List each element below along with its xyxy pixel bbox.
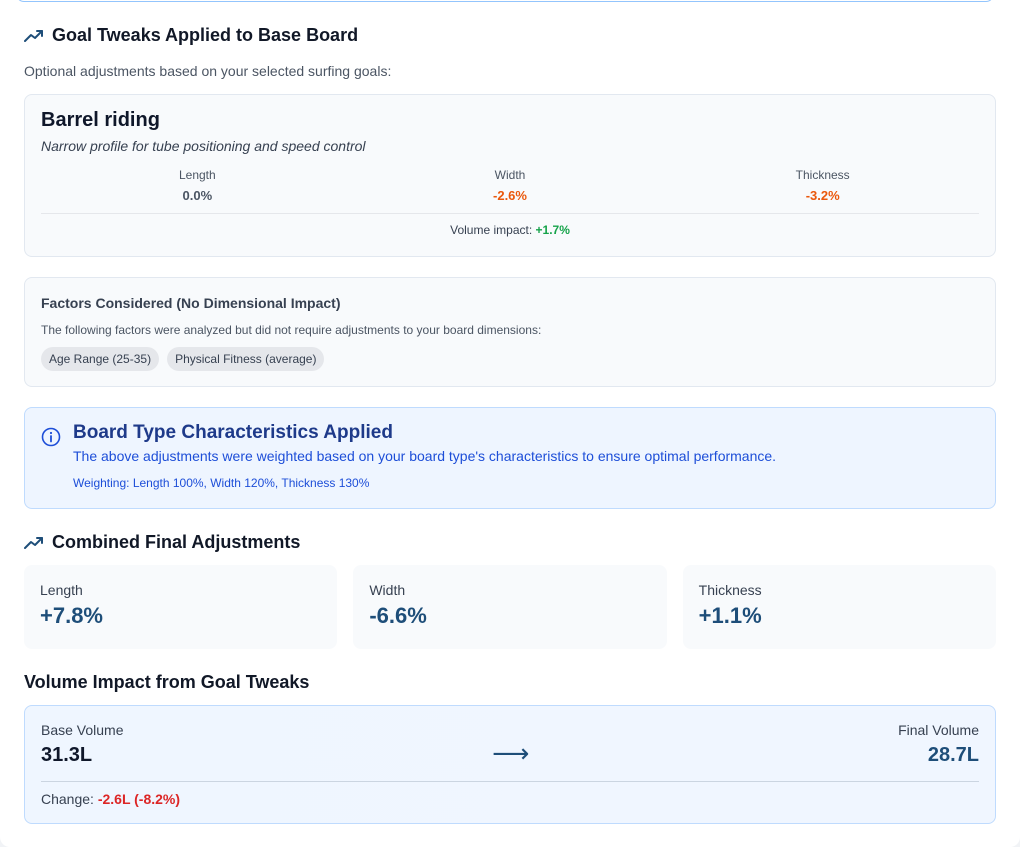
metric-value: -2.6% (493, 188, 527, 203)
factor-chip-age: Age Range (25-35) (41, 347, 160, 371)
metric-label: Width (494, 168, 526, 182)
divider (41, 781, 979, 782)
volume-impact-label: Volume impact: (450, 223, 533, 237)
adjustment-value: -6.6% (369, 603, 427, 628)
goal-metrics: Length 0.0% Width -2.6% Thickness -3.2% (41, 168, 979, 203)
metric-width: Width -2.6% (354, 168, 667, 203)
final-volume-label: Final Volume (898, 722, 979, 738)
final-volume: Final Volume 28.7L (898, 722, 979, 767)
arrow-right-icon: ⟶ (492, 738, 530, 768)
goal-tweaks-title-text: Goal Tweaks Applied to Base Board (52, 25, 359, 45)
volume-impact-title: Volume Impact from Goal Tweaks (24, 672, 310, 692)
factor-chip-fitness: Physical Fitness (average) (167, 347, 325, 371)
base-volume: Base Volume 31.3L (41, 722, 124, 767)
board-type-content: Board Type Characteristics Applied The a… (73, 422, 776, 494)
goal-description: Narrow profile for tube positioning and … (41, 138, 366, 154)
board-type-info-card: Board Type Characteristics Applied The a… (24, 407, 996, 509)
previous-card-edge (16, 0, 994, 2)
volume-impact-value: +1.7% (535, 223, 570, 237)
volume-change-value: -2.6L (-8.2%) (97, 791, 181, 807)
metric-label: Thickness (795, 168, 850, 182)
metric-label: Length (178, 168, 216, 182)
factors-title: Factors Considered (No Dimensional Impac… (41, 295, 341, 311)
board-type-title: Board Type Characteristics Applied (73, 422, 393, 443)
board-type-text: The above adjustments were weighted base… (73, 448, 777, 464)
adjustment-label: Thickness (698, 582, 762, 598)
factors-description: The following factors were analyzed but … (41, 323, 542, 337)
metric-value: 0.0% (182, 188, 213, 203)
base-volume-value: 31.3L (41, 744, 93, 766)
base-volume-label: Base Volume (41, 722, 124, 738)
combined-adjustments-title-text: Combined Final Adjustments (52, 532, 301, 552)
divider (41, 213, 979, 214)
metric-value: -3.2% (805, 188, 840, 203)
combined-adjustments-row: Length +7.8% Width -6.6% Thickness +1.1% (24, 565, 996, 649)
goal-tweaks-title: Goal Tweaks Applied to Base Board (24, 25, 358, 46)
adjustment-thickness: Thickness +1.1% (682, 565, 996, 649)
volume-impact: Volume impact: +1.7% (41, 223, 979, 237)
goal-name: Barrel riding (41, 109, 160, 131)
trending-up-icon (24, 536, 43, 549)
info-icon (41, 427, 61, 447)
adjustment-value: +7.8% (40, 603, 103, 628)
volume-row: Base Volume 31.3L ⟶ Final Volume 28.7L (41, 722, 979, 769)
volume-change: Change: -2.6L (-8.2%) (41, 791, 979, 807)
goal-card: Barrel riding Narrow profile for tube po… (24, 94, 996, 257)
trending-up-icon (24, 29, 43, 42)
factor-chips: Age Range (25-35) Physical Fitness (aver… (41, 347, 979, 371)
volume-impact-card: Base Volume 31.3L ⟶ Final Volume 28.7L C… (24, 705, 996, 824)
board-type-weighting: Weighting: Length 100%, Width 120%, Thic… (73, 476, 370, 490)
metric-thickness: Thickness -3.2% (666, 168, 979, 203)
adjustment-value: +1.1% (698, 603, 762, 628)
final-volume-value: 28.7L (927, 744, 979, 766)
goal-tweaks-subtitle: Optional adjustments based on your selec… (24, 63, 392, 79)
factors-card: Factors Considered (No Dimensional Impac… (24, 277, 996, 387)
adjustment-label: Width (369, 582, 406, 598)
metric-length: Length 0.0% (41, 168, 354, 203)
volume-change-label: Change: (41, 791, 94, 807)
combined-adjustments-title: Combined Final Adjustments (24, 532, 300, 553)
adjustment-length: Length +7.8% (24, 565, 338, 649)
adjustment-label: Length (40, 582, 83, 598)
adjustment-width: Width -6.6% (353, 565, 667, 649)
